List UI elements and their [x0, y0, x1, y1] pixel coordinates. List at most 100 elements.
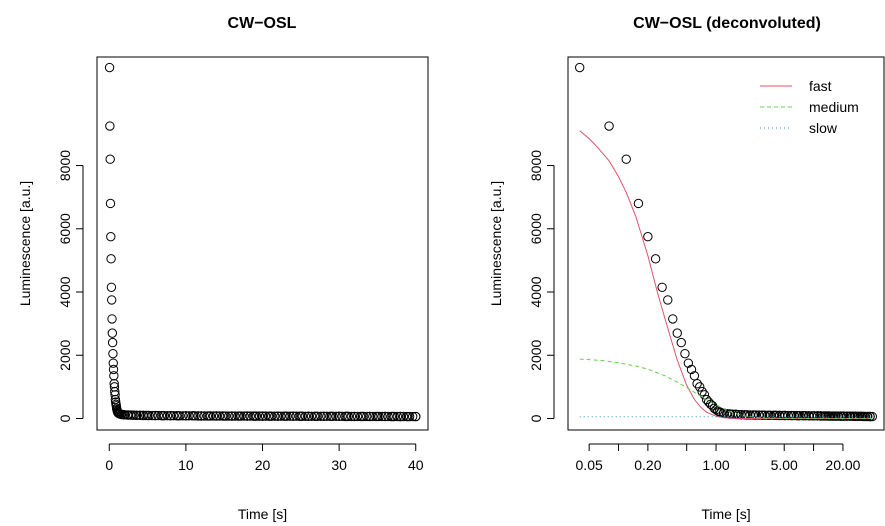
data-point: [126, 410, 136, 420]
data-point: [162, 410, 173, 421]
data-point: [346, 411, 357, 422]
data-point: [322, 411, 332, 422]
data-point: [221, 411, 231, 421]
data-point: [401, 411, 412, 422]
data-point: [153, 410, 163, 421]
data-point: [273, 411, 283, 421]
data-point: [285, 411, 295, 421]
data-point: [105, 198, 116, 209]
data-point: [365, 411, 375, 422]
x-tick-label: 0: [105, 457, 113, 473]
x-tick-label: 1.00: [702, 457, 729, 473]
data-point: [263, 411, 274, 421]
x-tick-label: 5.00: [771, 457, 798, 473]
data-point: [392, 411, 403, 422]
data-point: [184, 411, 194, 421]
data-point: [362, 411, 372, 422]
data-point: [156, 410, 167, 421]
plot-box: [567, 56, 885, 431]
data-point: [411, 411, 421, 422]
data-point: [230, 411, 240, 421]
data-point: [254, 411, 265, 421]
data-point: [199, 411, 209, 421]
data-point: [404, 411, 415, 422]
data-point: [340, 411, 350, 422]
data-point: [119, 410, 130, 420]
data-point: [260, 411, 271, 421]
data-point: [294, 411, 304, 421]
data-point: [374, 411, 384, 422]
data-point: [181, 411, 191, 421]
data-point: [106, 282, 117, 292]
y-tick-label: 8000: [528, 150, 544, 181]
legend-label-fast: fast: [809, 78, 832, 94]
data-point: [108, 358, 118, 368]
data-point: [205, 411, 216, 421]
data-point: [650, 254, 661, 264]
y-tick-label: 2000: [528, 339, 544, 370]
data-point: [233, 411, 243, 421]
data-point: [104, 62, 115, 73]
data-point: [175, 411, 185, 421]
x-axis-title: Time [s]: [238, 506, 287, 522]
data-point: [105, 121, 115, 131]
data-point: [407, 411, 418, 422]
x-tick-label: 20.00: [825, 457, 860, 473]
data-point: [386, 411, 396, 422]
data-point: [676, 337, 686, 348]
data-point: [377, 411, 387, 422]
data-point: [865, 411, 875, 422]
data-point: [389, 411, 399, 422]
data-point: [312, 411, 323, 421]
data-point: [621, 154, 631, 164]
data-point: [266, 411, 277, 421]
data-point: [692, 379, 702, 389]
data-point: [395, 411, 406, 422]
data-point: [122, 410, 133, 420]
data-point: [355, 411, 366, 422]
data-point: [282, 411, 292, 421]
data-point: [334, 411, 344, 422]
data-point: [168, 411, 179, 421]
data-point: [245, 411, 255, 421]
y-tick-label: 0: [57, 414, 73, 422]
data-point: [227, 411, 237, 421]
x-tick-label: 30: [331, 457, 347, 473]
data-point: [224, 411, 234, 421]
data-point: [337, 411, 347, 422]
left-chart-panel: CW−OSL 0 10 20 30 40 0 2000 4000 6000 8000 Time [s]…: [17, 15, 429, 522]
data-point: [178, 411, 188, 421]
data-point: [217, 411, 228, 421]
data-point: [106, 254, 116, 264]
data-point: [291, 411, 301, 421]
data-point: [105, 154, 115, 164]
data-point: [711, 404, 721, 415]
data-point: [343, 411, 354, 422]
data-point: [144, 410, 154, 421]
plot-box: [96, 56, 429, 431]
data-point: [107, 328, 118, 338]
y-axis-title: Luminescence [a.u.]: [17, 181, 33, 306]
x-tick-label: 20: [255, 457, 271, 473]
data-point: [190, 411, 200, 421]
data-point: [349, 411, 360, 422]
data-point: [663, 295, 673, 305]
data-point: [108, 364, 119, 375]
data-point: [316, 411, 326, 421]
data-point: [107, 314, 117, 324]
data-point: [202, 411, 213, 421]
data-point: [288, 411, 298, 421]
y-tick-label: 2000: [57, 339, 73, 370]
data-point: [633, 198, 644, 209]
data-point: [138, 410, 148, 421]
data-point: [135, 410, 145, 421]
data-point: [643, 231, 653, 242]
data-point: [108, 348, 118, 359]
data-point: [683, 358, 694, 368]
data-point: [147, 410, 157, 421]
data-point: [668, 314, 678, 324]
y-tick-label: 6000: [57, 213, 73, 244]
data-point: [309, 411, 320, 421]
data-point: [279, 411, 289, 421]
